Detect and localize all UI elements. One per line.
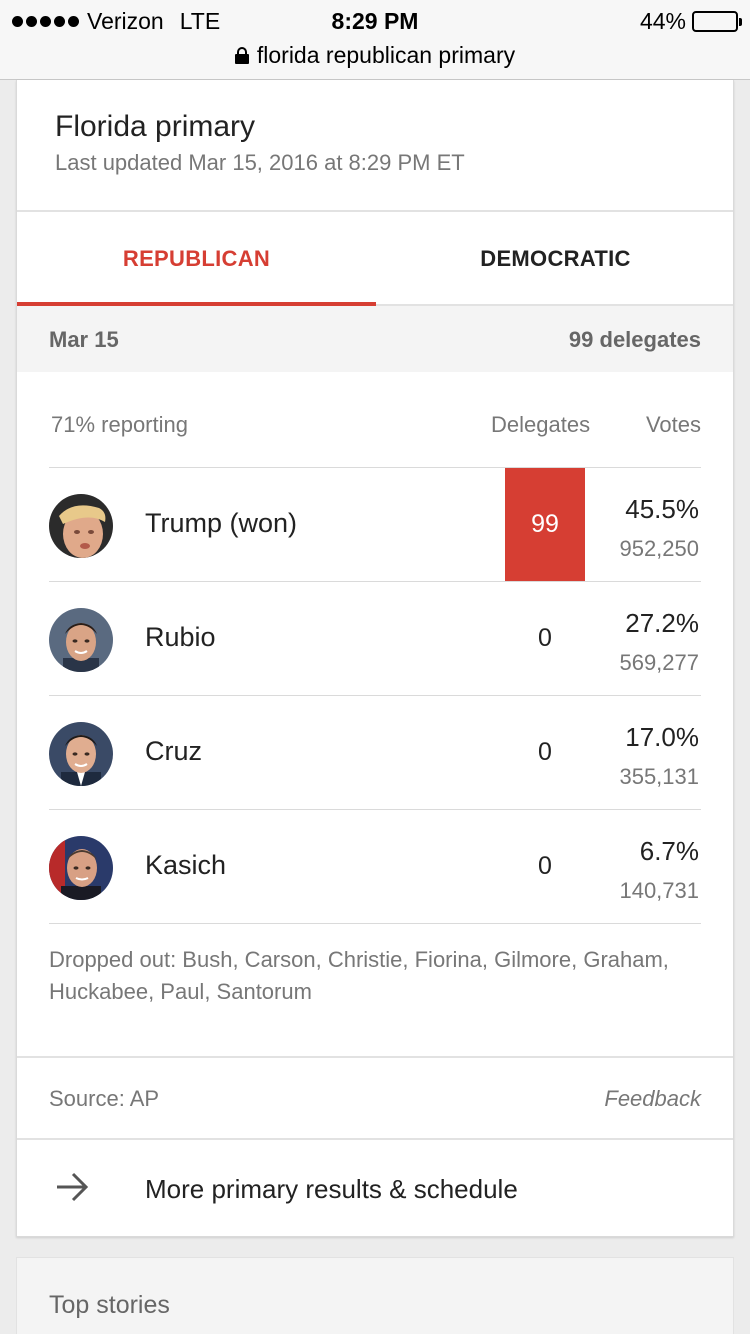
tab-republican[interactable]: REPUBLICAN — [17, 212, 376, 306]
delegates-total: 99 delegates — [568, 327, 701, 352]
address-bar[interactable]: florida republican primary — [0, 40, 750, 70]
date-band: Mar 15 99 delegates — [17, 306, 733, 372]
clock: 8:29 PM — [331, 8, 419, 34]
avatar — [49, 836, 113, 900]
more-results-label: More primary results & schedule — [145, 1174, 518, 1204]
results-column-header: 71% reporting Delegates Votes — [49, 372, 701, 468]
dropped-out-list: Dropped out: Bush, Carson, Christie, Fio… — [49, 947, 669, 1004]
candidate-name: Trump (won) — [145, 508, 298, 538]
election-results-card: Florida primary Last updated Mar 15, 201… — [16, 80, 734, 1237]
more-results-link[interactable]: More primary results & schedule — [17, 1140, 733, 1236]
candidate-row-trump[interactable]: Trump (won) 99 45.5% 952,250 — [49, 468, 701, 582]
signal-strength-icon — [12, 16, 79, 27]
status-bar: Verizon LTE 8:29 PM 44% — [0, 0, 750, 40]
reporting-status: 71% reporting — [51, 412, 188, 437]
candidate-row-cruz[interactable]: Cruz 0 17.0% 355,131 — [49, 696, 701, 810]
vote-count: 952,250 — [619, 536, 699, 561]
delegates-count: 0 — [538, 738, 552, 766]
vote-count: 140,731 — [619, 878, 699, 903]
primary-date: Mar 15 — [49, 327, 119, 352]
battery-icon — [692, 11, 742, 32]
network-type: LTE — [179, 8, 221, 34]
tab-democratic[interactable]: DEMOCRATIC — [376, 212, 735, 306]
delegates-badge-won: 99 — [505, 468, 585, 581]
feedback-link[interactable]: Feedback — [604, 1086, 701, 1111]
lock-icon — [234, 46, 249, 64]
top-stories-section: Top stories — [16, 1257, 734, 1334]
battery-percent: 44% — [639, 8, 686, 34]
votes-column-label: Votes — [645, 412, 701, 437]
avatar — [49, 722, 113, 786]
candidate-row-kasich[interactable]: Kasich 0 6.7% 140,731 — [49, 810, 701, 924]
vote-percent: 45.5% — [625, 494, 699, 524]
page-title: Florida primary — [55, 110, 256, 143]
vote-percent: 17.0% — [625, 722, 699, 752]
delegates-count: 0 — [538, 624, 552, 652]
candidate-row-rubio[interactable]: Rubio 0 27.2% 569,277 — [49, 582, 701, 696]
vote-count: 569,277 — [619, 650, 699, 675]
avatar — [49, 494, 113, 558]
card-header: Florida primary Last updated Mar 15, 201… — [17, 80, 733, 212]
vote-count: 355,131 — [619, 764, 699, 789]
candidate-name: Rubio — [145, 622, 216, 652]
candidate-name: Cruz — [145, 736, 203, 766]
carrier-name: Verizon — [87, 8, 164, 34]
source-label: Source: AP — [49, 1086, 160, 1111]
candidate-list: Trump (won) 99 45.5% 952,250 Rubio 0 27. — [49, 468, 701, 924]
tab-democratic-label: DEMOCRATIC — [480, 246, 631, 271]
vote-percent: 27.2% — [625, 608, 699, 638]
delegates-count: 0 — [538, 852, 552, 880]
vote-percent: 6.7% — [639, 836, 699, 866]
last-updated-text: Last updated Mar 15, 2016 at 8:29 PM ET — [55, 150, 465, 175]
browser-top-bar: Verizon LTE 8:29 PM 44% florida republic… — [0, 0, 750, 80]
active-tab-indicator — [17, 302, 376, 306]
party-tabs: REPUBLICAN DEMOCRATIC — [17, 212, 733, 306]
top-stories-heading: Top stories — [49, 1291, 170, 1319]
delegates-column-label: Delegates — [491, 412, 591, 437]
candidate-name: Kasich — [145, 850, 227, 880]
tab-republican-label: REPUBLICAN — [122, 246, 271, 271]
arrow-right-icon — [57, 1172, 89, 1202]
avatar — [49, 608, 113, 672]
source-row: Source: AP Feedback — [17, 1056, 733, 1140]
address-bar-query[interactable]: florida republican primary — [256, 41, 516, 68]
